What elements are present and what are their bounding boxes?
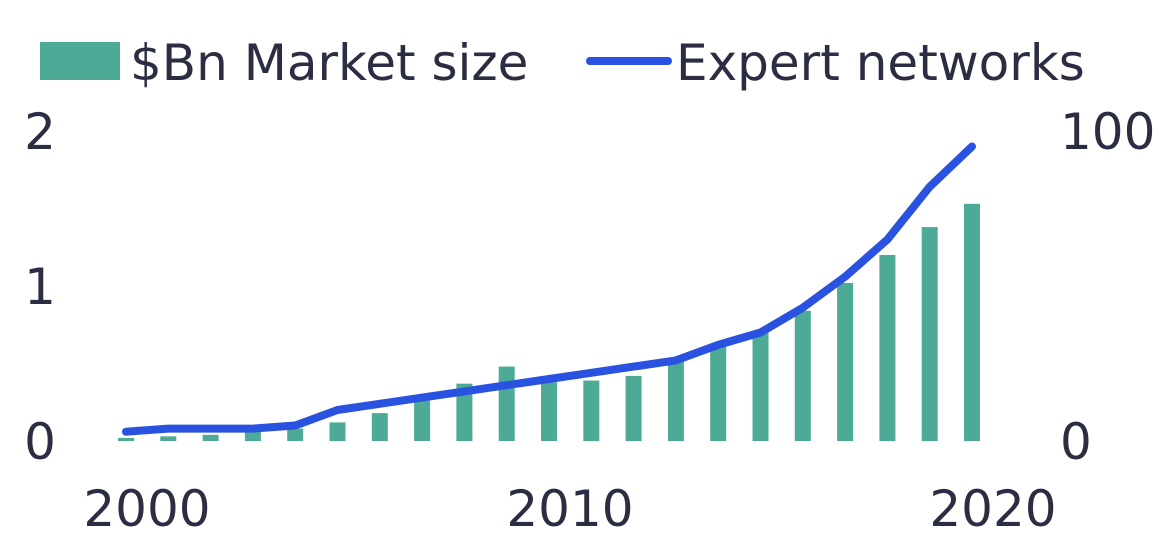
bar	[118, 437, 134, 441]
legend-label-expert-networks: Expert networks	[676, 34, 1085, 92]
y-tick-label: 0	[24, 413, 56, 471]
bar	[710, 346, 727, 441]
y-axis-left: 0 1 2	[24, 103, 56, 471]
bar	[921, 227, 938, 441]
y-tick-label: 1	[24, 258, 56, 316]
x-tick-label: 2000	[83, 480, 210, 538]
y-tick-label: 2	[24, 103, 56, 161]
bar	[879, 255, 896, 441]
bar	[244, 431, 261, 441]
line-series-expert-networks	[122, 142, 976, 436]
bar	[329, 422, 346, 441]
bar-series-market-size	[118, 203, 980, 441]
legend-label-market-size: $Bn Market size	[130, 34, 528, 92]
x-tick-label: 2020	[929, 480, 1056, 538]
bar	[456, 383, 473, 441]
y2-tick-label: 0	[1060, 413, 1092, 471]
y-axis-right: 0 100	[1060, 103, 1155, 471]
bar	[541, 382, 557, 441]
bar	[837, 282, 854, 441]
legend: $Bn Market size Expert networks	[40, 34, 1085, 92]
bar	[287, 428, 304, 441]
bar	[414, 400, 431, 441]
bar	[498, 366, 515, 441]
y2-tick-label: 100	[1060, 103, 1155, 161]
legend-swatch-market-size	[40, 42, 120, 80]
bar	[625, 375, 642, 441]
bar	[371, 413, 388, 441]
bar	[964, 203, 980, 441]
bar	[752, 332, 769, 441]
bar	[202, 434, 219, 441]
bar	[667, 360, 684, 441]
bar	[583, 380, 600, 441]
bar	[794, 310, 811, 441]
x-axis: 2000 2010 2020	[83, 480, 1056, 538]
x-tick-label: 2010	[506, 480, 633, 538]
bar	[160, 436, 177, 441]
